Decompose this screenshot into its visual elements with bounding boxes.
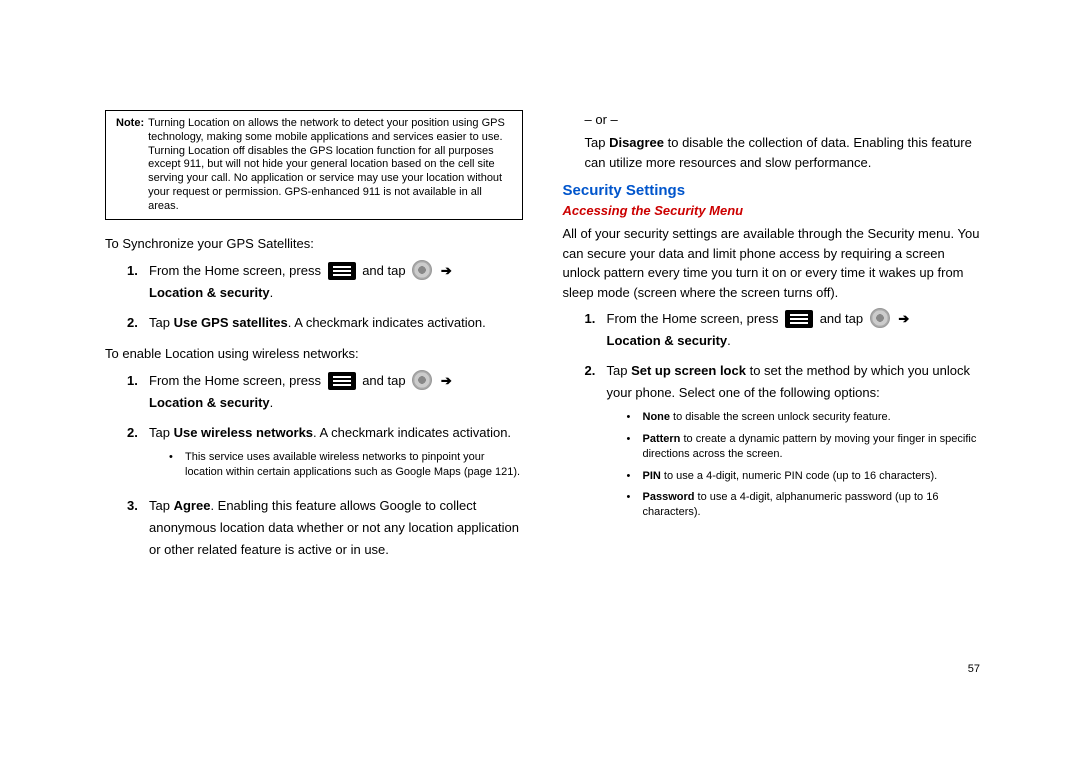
- step-number: 3.: [127, 495, 141, 561]
- text: From the Home screen, press: [607, 311, 783, 326]
- menu-icon: [328, 262, 356, 280]
- text: to use a 4-digit, numeric PIN code (up t…: [661, 470, 937, 482]
- bullet-icon: •: [627, 410, 635, 425]
- note-box: Note:Turning Location on allows the netw…: [105, 110, 523, 220]
- bullet-item: • None to disable the screen unlock secu…: [627, 410, 981, 425]
- bold-text: Location & security: [149, 285, 270, 300]
- bold-text: Password: [643, 491, 695, 503]
- text: Tap: [585, 135, 610, 150]
- list-item: 2. Tap Use wireless networks. A checkmar…: [127, 422, 523, 487]
- bullet-item: • PIN to use a 4-digit, numeric PIN code…: [627, 469, 981, 484]
- bold-text: PIN: [643, 470, 661, 482]
- step-body: From the Home screen, press and tap ➔ Lo…: [149, 370, 523, 414]
- text: From the Home screen, press: [149, 373, 325, 388]
- step-body: From the Home screen, press and tap ➔ Lo…: [149, 260, 523, 304]
- step-body: Tap Use GPS satellites. A checkmark indi…: [149, 312, 523, 334]
- bullet-item: • This service uses available wireless n…: [169, 450, 523, 481]
- step-number: 2.: [127, 422, 141, 487]
- text: Tap: [149, 425, 174, 440]
- step-body: Tap Set up screen lock to set the method…: [607, 360, 981, 527]
- right-column: – or – Tap Disagree to disable the colle…: [563, 110, 981, 731]
- wireless-steps: 1. From the Home screen, press and tap ➔…: [105, 370, 523, 561]
- bullet-icon: •: [627, 432, 635, 463]
- menu-icon: [328, 372, 356, 390]
- sync-steps: 1. From the Home screen, press and tap ➔…: [105, 260, 523, 334]
- menu-icon: [785, 310, 813, 328]
- bullet-icon: •: [169, 450, 177, 481]
- bold-text: Location & security: [149, 395, 270, 410]
- step-number: 1.: [585, 308, 599, 352]
- manual-page: Note:Turning Location on allows the netw…: [0, 0, 1080, 771]
- text: and tap: [820, 311, 867, 326]
- list-item: 3. Tap Agree. Enabling this feature allo…: [127, 495, 523, 561]
- bold-text: Disagree: [609, 135, 664, 150]
- text: Tap: [149, 315, 174, 330]
- option-text: Pattern to create a dynamic pattern by m…: [643, 432, 981, 463]
- list-item: 1. From the Home screen, press and tap ➔…: [585, 308, 981, 352]
- option-text: Password to use a 4-digit, alphanumeric …: [643, 490, 981, 521]
- bold-text: Use wireless networks: [174, 425, 313, 440]
- option-text: None to disable the screen unlock securi…: [643, 410, 891, 425]
- text: to disable the screen unlock security fe…: [670, 411, 891, 423]
- wireless-intro: To enable Location using wireless networ…: [105, 344, 523, 364]
- bold-text: Set up screen lock: [631, 363, 746, 378]
- text: to create a dynamic pattern by moving yo…: [643, 433, 977, 460]
- sub-list: • This service uses available wireless n…: [149, 450, 523, 481]
- bold-text: Agree: [174, 498, 211, 513]
- text: and tap: [362, 373, 409, 388]
- text: . A checkmark indicates activation.: [288, 315, 486, 330]
- bold-text: Pattern: [643, 433, 681, 445]
- list-item: 1. From the Home screen, press and tap ➔…: [127, 370, 523, 414]
- bold-text: None: [643, 411, 671, 423]
- bullet-icon: •: [627, 469, 635, 484]
- arrow-icon: ➔: [441, 263, 452, 278]
- option-text: PIN to use a 4-digit, numeric PIN code (…: [643, 469, 938, 484]
- step-number: 1.: [127, 370, 141, 414]
- text: .: [270, 395, 274, 410]
- list-item: 1. From the Home screen, press and tap ➔…: [127, 260, 523, 304]
- disagree-para: Tap Disagree to disable the collection o…: [585, 133, 981, 172]
- list-item: 2. Tap Set up screen lock to set the met…: [585, 360, 981, 527]
- text: This service uses available wireless net…: [185, 450, 523, 481]
- step-body: Tap Agree. Enabling this feature allows …: [149, 495, 523, 561]
- text: From the Home screen, press: [149, 263, 325, 278]
- step-body: Tap Use wireless networks. A checkmark i…: [149, 422, 523, 487]
- or-separator: – or –: [585, 112, 981, 127]
- step-number: 2.: [585, 360, 599, 527]
- text: .: [727, 333, 731, 348]
- arrow-icon: ➔: [441, 373, 452, 388]
- step-number: 1.: [127, 260, 141, 304]
- list-item: 2. Tap Use GPS satellites. A checkmark i…: [127, 312, 523, 334]
- text: Tap: [149, 498, 174, 513]
- arrow-icon: ➔: [898, 311, 909, 326]
- security-settings-heading: Security Settings: [563, 182, 981, 199]
- access-steps: 1. From the Home screen, press and tap ➔…: [563, 308, 981, 527]
- sync-intro: To Synchronize your GPS Satellites:: [105, 234, 523, 254]
- page-number: 57: [968, 663, 980, 675]
- accessing-security-heading: Accessing the Security Menu: [563, 203, 981, 218]
- settings-icon: [870, 308, 890, 328]
- bullet-item: • Password to use a 4-digit, alphanumeri…: [627, 490, 981, 521]
- step-body: From the Home screen, press and tap ➔ Lo…: [607, 308, 981, 352]
- settings-icon: [412, 260, 432, 280]
- options-list: • None to disable the screen unlock secu…: [607, 410, 981, 520]
- bold-text: Use GPS satellites: [174, 315, 288, 330]
- text: . A checkmark indicates activation.: [313, 425, 511, 440]
- step-number: 2.: [127, 312, 141, 334]
- settings-icon: [412, 370, 432, 390]
- text: Tap: [607, 363, 632, 378]
- text: .: [270, 285, 274, 300]
- bullet-icon: •: [627, 490, 635, 521]
- access-para: All of your security settings are availa…: [563, 224, 981, 302]
- bold-text: Location & security: [607, 333, 728, 348]
- text: and tap: [362, 263, 409, 278]
- bullet-item: • Pattern to create a dynamic pattern by…: [627, 432, 981, 463]
- left-column: Note:Turning Location on allows the netw…: [105, 110, 523, 731]
